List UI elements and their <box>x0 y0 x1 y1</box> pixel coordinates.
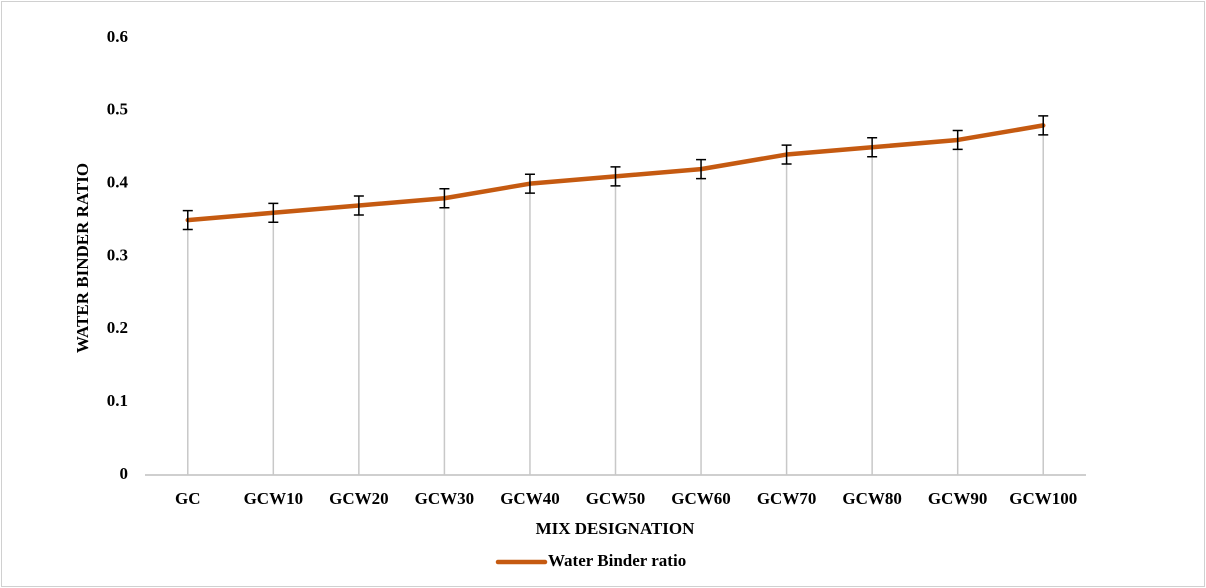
y-tick-label: 0.3 <box>107 245 128 264</box>
error-bar <box>182 209 193 231</box>
x-tick-label: GCW10 <box>244 489 304 508</box>
y-tick-label: 0.6 <box>107 27 128 46</box>
y-tick-label: 0 <box>120 464 129 483</box>
error-bar <box>268 202 279 224</box>
x-tick-label: GCW100 <box>1009 489 1077 508</box>
y-axis-title: WATER BINDER RATIO <box>73 163 92 353</box>
x-tick-label: GCW40 <box>500 489 560 508</box>
x-tick-label: GCW90 <box>928 489 988 508</box>
y-tick-label: 0.4 <box>107 173 129 192</box>
error-bar <box>610 166 621 187</box>
x-tick-label: GCW20 <box>329 489 389 508</box>
y-tick-label: 0.2 <box>107 318 128 337</box>
error-bar <box>696 158 707 180</box>
error-bar <box>952 129 963 151</box>
legend-label: Water Binder ratio <box>548 551 686 570</box>
error-bar <box>524 173 535 194</box>
y-tick-label: 0.5 <box>107 100 128 119</box>
error-bar <box>781 144 792 165</box>
error-bar <box>867 137 878 158</box>
x-axis-title: MIX DESIGNATION <box>536 519 696 538</box>
x-tick-label: GC <box>175 489 201 508</box>
x-tick-label: GCW60 <box>671 489 731 508</box>
x-tick-label: GCW30 <box>415 489 475 508</box>
error-bar <box>439 188 450 209</box>
x-tick-label: GCW50 <box>586 489 646 508</box>
error-bar <box>353 195 364 216</box>
error-bar <box>1038 115 1049 136</box>
x-tick-label: GCW70 <box>757 489 817 508</box>
x-tick-label: GCW80 <box>842 489 902 508</box>
y-tick-label: 0.1 <box>107 391 128 410</box>
